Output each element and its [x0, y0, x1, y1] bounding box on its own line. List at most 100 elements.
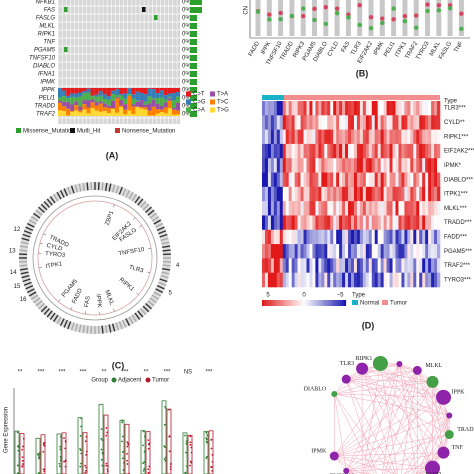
heat-cell [345, 129, 349, 145]
heat-cell [422, 258, 426, 273]
heat-cell [285, 229, 289, 245]
heat-cell [353, 258, 358, 273]
heat-cell [336, 272, 340, 288]
point [100, 458, 103, 461]
heat-cell [294, 201, 298, 216]
heat-cell [282, 272, 287, 288]
scale-cell [262, 300, 265, 306]
sub-seg [147, 88, 152, 97]
heat-cell [389, 115, 393, 130]
freq-bar [190, 39, 197, 45]
heat-cell [395, 129, 399, 145]
heat-cell [437, 158, 441, 173]
heat-cell [413, 101, 417, 116]
gene-label: FAS [84, 296, 92, 308]
sub-seg [114, 98, 120, 113]
sub-seg [119, 99, 124, 106]
heat-cell [327, 244, 331, 259]
heat-cell [273, 258, 278, 273]
heat-cell [410, 115, 414, 130]
heat-cell [276, 158, 281, 173]
heat-cell [398, 129, 402, 145]
heat-cell [273, 158, 278, 173]
gene-label: TYRO3*** [444, 277, 472, 283]
sub-seg [90, 99, 95, 103]
heat-cell [359, 101, 364, 116]
heat-cell [401, 115, 405, 130]
sub-seg [98, 111, 103, 116]
scale-cell [283, 300, 286, 306]
point [190, 446, 193, 449]
edge [346, 467, 433, 472]
heat-cell [336, 172, 340, 188]
heat-cell [279, 115, 284, 130]
scale-cell [310, 300, 313, 306]
node [437, 446, 450, 459]
panel-label: (D) [362, 320, 375, 330]
heat-cell [437, 129, 441, 145]
heat-cell [407, 272, 411, 288]
heat-cell [309, 101, 313, 116]
heat-cell [276, 201, 281, 216]
heat-cell [413, 115, 417, 130]
heat-cell [342, 186, 346, 202]
freq-bar [190, 7, 202, 13]
heat-cell [267, 172, 272, 188]
heat-cell [383, 129, 387, 145]
sub-seg [114, 95, 120, 98]
heat-cell [374, 229, 378, 245]
legend-swatch [382, 300, 388, 305]
heat-cell [410, 158, 414, 173]
point [80, 425, 82, 428]
heat-cell [342, 143, 346, 159]
heat-cell [392, 129, 396, 145]
heat-cell [389, 229, 393, 245]
heat-cell [365, 115, 370, 130]
band [33, 297, 41, 304]
gene-label: TNF [43, 40, 55, 46]
sub-seg [123, 98, 128, 105]
heat-cell [401, 244, 405, 259]
heat-cell [348, 143, 352, 159]
heat-cell [282, 229, 287, 245]
heat-cell [413, 201, 417, 216]
sub-seg [167, 88, 172, 94]
band [40, 305, 48, 313]
sub-seg [98, 103, 103, 112]
heat-cell [321, 244, 325, 259]
sub-seg [143, 88, 148, 95]
heat-cell [422, 186, 426, 202]
heat-cell [398, 172, 402, 188]
sub-seg [131, 106, 136, 114]
heat-cell [282, 201, 287, 216]
gene-label: CYLD [46, 243, 64, 253]
heat-cell [285, 143, 289, 159]
sub-seg [86, 100, 91, 108]
band [153, 219, 162, 225]
point [147, 468, 150, 471]
point [211, 469, 213, 472]
heat-cell [312, 115, 316, 130]
node [425, 460, 441, 474]
scale-cell [276, 300, 279, 306]
sig-label: *** [79, 370, 87, 376]
heat-cell [300, 101, 304, 116]
heat-cell [351, 143, 355, 159]
heat-cell [401, 101, 405, 116]
heat-cell [348, 172, 352, 188]
point [184, 471, 187, 474]
sig-label: ** [18, 370, 23, 376]
heat-cell [425, 158, 429, 173]
band [30, 294, 39, 300]
heat-cell [365, 244, 370, 259]
heat-cell [380, 101, 384, 116]
heat-cell [353, 115, 358, 130]
sub-seg [176, 114, 181, 116]
sub-seg [86, 107, 91, 114]
edge [362, 363, 381, 474]
point [59, 448, 62, 451]
gene-label: FAS [44, 8, 55, 14]
band [149, 212, 157, 219]
band [35, 209, 43, 216]
